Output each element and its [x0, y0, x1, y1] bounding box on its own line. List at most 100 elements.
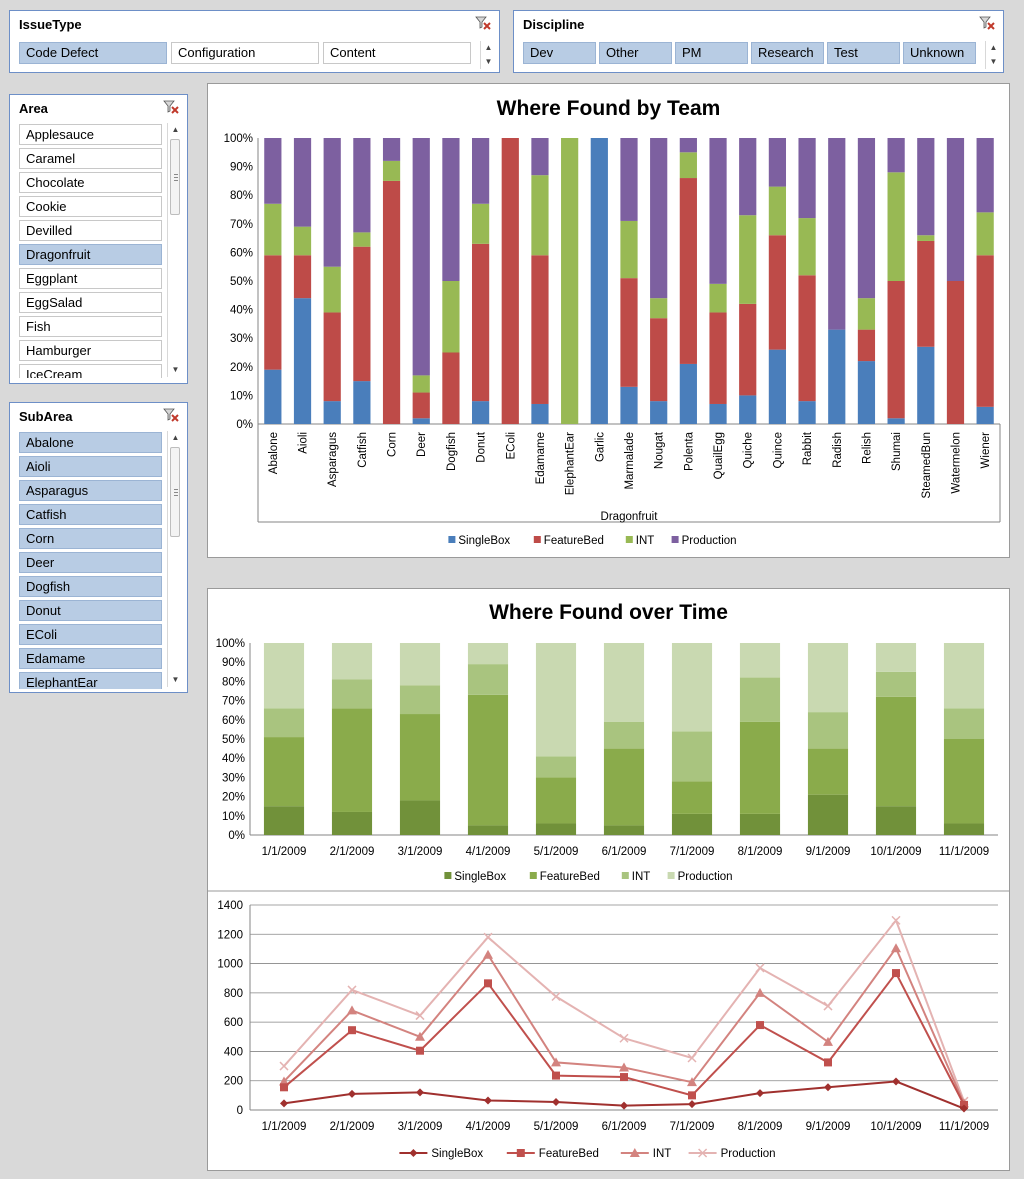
slicer-item-pm[interactable]: PM [675, 42, 748, 64]
bar-production-9-1-2009 [807, 643, 849, 713]
y-tick-label: 1400 [217, 900, 243, 912]
bar-production-1-1-2009 [263, 643, 305, 709]
bar-singlebox-garlic [590, 138, 608, 424]
bar-singlebox-3-1-2009 [399, 800, 441, 835]
bar-int-1-1-2009 [263, 708, 305, 738]
x-tick-label: 1/1/2009 [262, 1121, 307, 1133]
time-chart-svg: 0% 10% 20% 30% 40% 50% 60% 70% 80% 90% 100% 1/1/200… [208, 638, 1009, 1160]
marker-featurebed-7-1-2009 [688, 1091, 696, 1100]
slicer-item-abalone[interactable]: Abalone [19, 432, 162, 453]
x-tick-label: 5/1/2009 [534, 846, 579, 858]
slicer-item-dev[interactable]: Dev [523, 42, 596, 64]
slicer-item-eggsalad[interactable]: EggSalad [19, 292, 162, 313]
slicer-item-elephantear[interactable]: ElephantEar [19, 672, 162, 689]
marker-production-3-1-2009 [415, 1011, 425, 1021]
slicer-area-title: Area [19, 101, 48, 116]
scrollbar-thumb[interactable] [170, 139, 180, 215]
legend-marker-featurebed [516, 1149, 525, 1157]
bar-int-marmalade [620, 220, 638, 279]
x-tick-label: Quiche [743, 432, 755, 468]
scroll-up-arrow-icon[interactable]: ▲ [484, 43, 493, 52]
slicer-discipline-scrollbar[interactable]: ▲ ▼ [985, 41, 1001, 69]
y-tick-label: 0% [236, 419, 253, 431]
x-tick-label: Wiener [980, 432, 992, 469]
bar-singlebox-aioli [293, 298, 312, 424]
x-tick-label: 6/1/2009 [602, 1121, 647, 1133]
legend-label-singlebox: SingleBox [458, 535, 510, 547]
slicer-item-donut[interactable]: Donut [19, 600, 162, 621]
scroll-up-arrow-icon[interactable]: ▲ [171, 125, 180, 134]
slicer-item-catfish[interactable]: Catfish [19, 504, 162, 525]
scroll-down-arrow-icon[interactable]: ▼ [171, 675, 180, 684]
slicer-item-caramel[interactable]: Caramel [19, 148, 162, 169]
clear-filter-icon[interactable] [979, 16, 995, 30]
slicer-subarea-scrollbar[interactable]: ▲ ▼ [167, 431, 183, 687]
scroll-up-arrow-icon[interactable]: ▲ [171, 433, 180, 442]
marker-featurebed-10-1-2009 [892, 969, 900, 978]
slicer-item-configuration[interactable]: Configuration [171, 42, 319, 64]
y-tick-label: 80% [222, 676, 245, 688]
slicer-item-ecoli[interactable]: EColi [19, 624, 162, 645]
slicer-item-other[interactable]: Other [599, 42, 672, 64]
bar-singlebox-7-1-2009 [671, 813, 713, 835]
bar-production-7-1-2009 [671, 643, 713, 732]
bar-singlebox-catfish [353, 381, 371, 424]
slicer-item-research[interactable]: Research [751, 42, 824, 64]
slicer-item-asparagus[interactable]: Asparagus [19, 480, 162, 501]
bar-singlebox-wiener [976, 406, 994, 424]
slicer-item-applesauce[interactable]: Applesauce [19, 124, 162, 145]
slicer-item-chocolate[interactable]: Chocolate [19, 172, 162, 193]
legend-swatch-featurebed [533, 536, 541, 543]
slicer-item-code-defect[interactable]: Code Defect [19, 42, 167, 64]
clear-filter-icon[interactable] [163, 408, 179, 422]
slicer-item-dogfish[interactable]: Dogfish [19, 576, 162, 597]
slicer-item-unknown[interactable]: Unknown [903, 42, 976, 64]
slicer-item-eggplant[interactable]: Eggplant [19, 268, 162, 289]
bar-production-2-1-2009 [331, 643, 373, 680]
slicer-item-dragonfruit[interactable]: Dragonfruit [19, 244, 162, 265]
slicer-item-fish[interactable]: Fish [19, 316, 162, 337]
slicer-item-hamburger[interactable]: Hamburger [19, 340, 162, 361]
scrollbar-thumb[interactable] [170, 447, 180, 537]
y-tick-label: 50% [222, 734, 245, 746]
marker-featurebed-3-1-2009 [416, 1046, 424, 1055]
chart-where-found-by-team[interactable]: Where Found by Team 0% 10% 20% 30% 40% 50% 60%… [207, 83, 1010, 558]
slicer-issuetype-scrollbar[interactable]: ▲ ▼ [480, 41, 496, 69]
bar-singlebox-nougat [650, 401, 668, 424]
scroll-up-arrow-icon[interactable]: ▲ [989, 43, 998, 52]
bar-production-3-1-2009 [399, 643, 441, 686]
clear-filter-icon[interactable] [475, 16, 491, 30]
chart-where-found-over-time[interactable]: Where Found over Time 0% 10% 20% 30% 40% 50% 6… [207, 588, 1010, 1171]
slicer-item-deer[interactable]: Deer [19, 552, 162, 573]
bar-production-radish [828, 138, 846, 330]
clear-filter-icon[interactable] [163, 100, 179, 114]
bar-int-steamedbun [917, 235, 935, 241]
marker-singlebox-11-1-2009 [960, 1104, 968, 1113]
bar-singlebox-8-1-2009 [739, 813, 781, 835]
x-tick-label: Aioli [298, 432, 310, 454]
scroll-down-arrow-icon[interactable]: ▼ [989, 57, 998, 66]
bar-featurebed-9-1-2009 [807, 748, 849, 795]
slicer-item-icecream[interactable]: IceCream [19, 364, 162, 378]
x-tick-label: 6/1/2009 [602, 846, 647, 858]
slicer-item-aioli[interactable]: Aioli [19, 456, 162, 477]
scroll-down-arrow-icon[interactable]: ▼ [484, 57, 493, 66]
bar-singlebox-11-1-2009 [943, 823, 985, 835]
scroll-down-arrow-icon[interactable]: ▼ [171, 365, 180, 374]
slicer-item-corn[interactable]: Corn [19, 528, 162, 549]
bar-production-asparagus [323, 138, 341, 267]
x-tick-label: 9/1/2009 [806, 846, 851, 858]
slicer-item-edamame[interactable]: Edamame [19, 648, 162, 669]
slicer-item-devilled[interactable]: Devilled [19, 220, 162, 241]
bar-singlebox-steamedbun [917, 346, 935, 424]
slicer-discipline-title: Discipline [523, 17, 585, 32]
x-tick-label: Deer [416, 432, 428, 457]
slicer-area-scrollbar[interactable]: ▲ ▼ [167, 123, 183, 377]
slicer-item-test[interactable]: Test [827, 42, 900, 64]
bar-int-5-1-2009 [535, 756, 577, 778]
slicer-item-content[interactable]: Content [323, 42, 471, 64]
bar-featurebed-1-1-2009 [263, 737, 305, 807]
marker-featurebed-2-1-2009 [348, 1026, 356, 1035]
marker-int-10-1-2009 [891, 943, 901, 953]
slicer-item-cookie[interactable]: Cookie [19, 196, 162, 217]
